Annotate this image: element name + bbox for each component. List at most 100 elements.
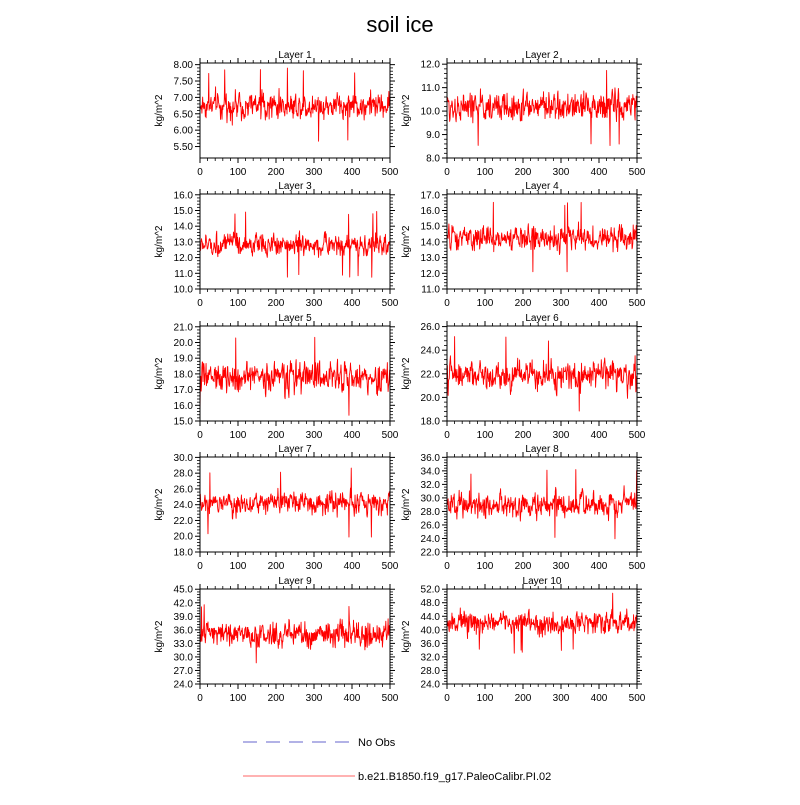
y-tick-label: 34.0 xyxy=(421,466,441,477)
y-axis-label: kg/m^2 xyxy=(154,94,165,126)
y-tick-label: 20.0 xyxy=(174,532,194,543)
x-tick-label: 0 xyxy=(197,561,203,572)
x-tick-label: 300 xyxy=(306,430,323,441)
y-tick-label: 32.0 xyxy=(421,652,441,663)
x-tick-label: 500 xyxy=(382,430,399,441)
x-tick-label: 100 xyxy=(230,561,247,572)
y-tick-label: 22.0 xyxy=(421,548,441,559)
x-tick-label: 200 xyxy=(515,561,532,572)
y-tick-label: 16.0 xyxy=(421,206,441,217)
y-tick-label: 30.0 xyxy=(421,493,441,504)
x-tick-label: 400 xyxy=(591,693,608,704)
series-line xyxy=(199,604,391,664)
x-tick-label: 100 xyxy=(230,167,247,178)
x-tick-label: 400 xyxy=(344,561,361,572)
x-tick-label: 400 xyxy=(591,430,608,441)
y-tick-label: 45.0 xyxy=(174,585,194,596)
y-axis-label: kg/m^2 xyxy=(401,620,412,652)
x-tick-label: 0 xyxy=(444,561,450,572)
y-tick-label: 21.0 xyxy=(174,322,194,333)
x-tick-label: 500 xyxy=(629,430,646,441)
x-tick-label: 200 xyxy=(268,693,285,704)
x-tick-label: 100 xyxy=(477,561,494,572)
y-tick-label: 30.0 xyxy=(174,453,194,464)
subplot-title: Layer 2 xyxy=(525,50,559,61)
x-tick-label: 500 xyxy=(629,167,646,178)
x-tick-label: 0 xyxy=(197,298,203,309)
y-tick-label: 20.0 xyxy=(174,338,194,349)
y-tick-label: 18.0 xyxy=(174,369,194,380)
y-tick-label: 36.0 xyxy=(421,639,441,650)
x-tick-label: 500 xyxy=(382,693,399,704)
y-tick-label: 33.0 xyxy=(174,639,194,650)
y-tick-label: 18.0 xyxy=(174,548,194,559)
y-tick-label: 24.0 xyxy=(421,680,441,691)
y-axis-label: kg/m^2 xyxy=(401,225,412,257)
series-line xyxy=(446,201,638,273)
y-tick-label: 52.0 xyxy=(421,585,441,596)
x-tick-label: 200 xyxy=(515,298,532,309)
subplot-title: Layer 9 xyxy=(278,576,312,587)
x-tick-label: 500 xyxy=(629,561,646,572)
plot-frame xyxy=(446,62,638,159)
x-tick-label: 500 xyxy=(382,167,399,178)
subplot-7: Layer 7 kg/m^2 0 100 200 300 400 500 18.0 20.0 22.… xyxy=(154,444,399,572)
y-tick-label: 11.0 xyxy=(174,269,193,280)
y-tick-label: 28.0 xyxy=(174,469,194,480)
x-tick-label: 100 xyxy=(477,298,494,309)
subplot-title: Layer 4 xyxy=(525,181,559,192)
x-tick-label: 200 xyxy=(268,561,285,572)
plot-frame xyxy=(446,456,638,553)
x-tick-label: 500 xyxy=(382,561,399,572)
x-tick-label: 200 xyxy=(268,430,285,441)
y-tick-label: 15.0 xyxy=(174,417,194,428)
y-tick-label: 24.0 xyxy=(421,534,441,545)
series-line xyxy=(199,211,391,278)
x-tick-label: 0 xyxy=(444,298,450,309)
y-tick-label: 6.50 xyxy=(174,109,194,120)
y-tick-label: 7.00 xyxy=(174,93,194,104)
x-tick-label: 200 xyxy=(515,167,532,178)
y-tick-label: 12.0 xyxy=(421,60,441,71)
y-tick-label: 26.0 xyxy=(174,484,194,495)
y-tick-label: 16.0 xyxy=(174,190,194,201)
subplot-10: Layer 10 kg/m^2 0 100 200 300 400 500 24.0 28.0 32… xyxy=(401,576,646,704)
legend: No Obs b.e21.B1850.f19_g17.PaleoCalibr.PI… xyxy=(243,737,551,783)
y-tick-label: 10.0 xyxy=(421,107,441,118)
series-line xyxy=(446,592,638,654)
y-tick-label: 5.50 xyxy=(174,142,194,153)
y-axis-label: kg/m^2 xyxy=(154,488,165,520)
x-tick-label: 200 xyxy=(515,693,532,704)
y-tick-label: 12.0 xyxy=(174,253,194,264)
y-tick-label: 14.0 xyxy=(421,237,441,248)
subplot-title: Layer 7 xyxy=(278,444,312,455)
y-tick-label: 48.0 xyxy=(421,598,441,609)
x-tick-label: 0 xyxy=(444,430,450,441)
y-tick-label: 15.0 xyxy=(174,206,194,217)
x-tick-label: 100 xyxy=(477,167,494,178)
x-tick-label: 100 xyxy=(477,430,494,441)
x-tick-label: 0 xyxy=(197,693,203,704)
y-tick-label: 36.0 xyxy=(421,453,441,464)
y-tick-label: 39.0 xyxy=(174,612,194,623)
y-tick-label: 11.0 xyxy=(421,285,440,296)
x-tick-label: 100 xyxy=(230,693,247,704)
x-tick-label: 100 xyxy=(230,430,247,441)
subplot-title: Layer 10 xyxy=(523,576,562,587)
y-tick-label: 26.0 xyxy=(421,520,441,531)
y-tick-label: 40.0 xyxy=(421,625,441,636)
x-tick-label: 100 xyxy=(477,693,494,704)
y-tick-label: 15.0 xyxy=(421,222,441,233)
subplot-6: Layer 6 kg/m^2 0 100 200 300 400 500 18.0 20.0 22.… xyxy=(401,313,646,441)
y-tick-label: 9.0 xyxy=(426,130,440,141)
y-tick-label: 24.0 xyxy=(174,680,194,691)
y-tick-label: 17.0 xyxy=(421,190,441,201)
x-tick-label: 200 xyxy=(268,167,285,178)
y-tick-label: 27.0 xyxy=(174,666,194,677)
y-tick-label: 44.0 xyxy=(421,612,441,623)
x-tick-label: 300 xyxy=(553,693,570,704)
y-tick-label: 19.0 xyxy=(174,354,194,365)
subplot-title: Layer 3 xyxy=(278,181,312,192)
subplot-title: Layer 5 xyxy=(278,313,312,324)
y-tick-label: 7.50 xyxy=(174,77,194,88)
